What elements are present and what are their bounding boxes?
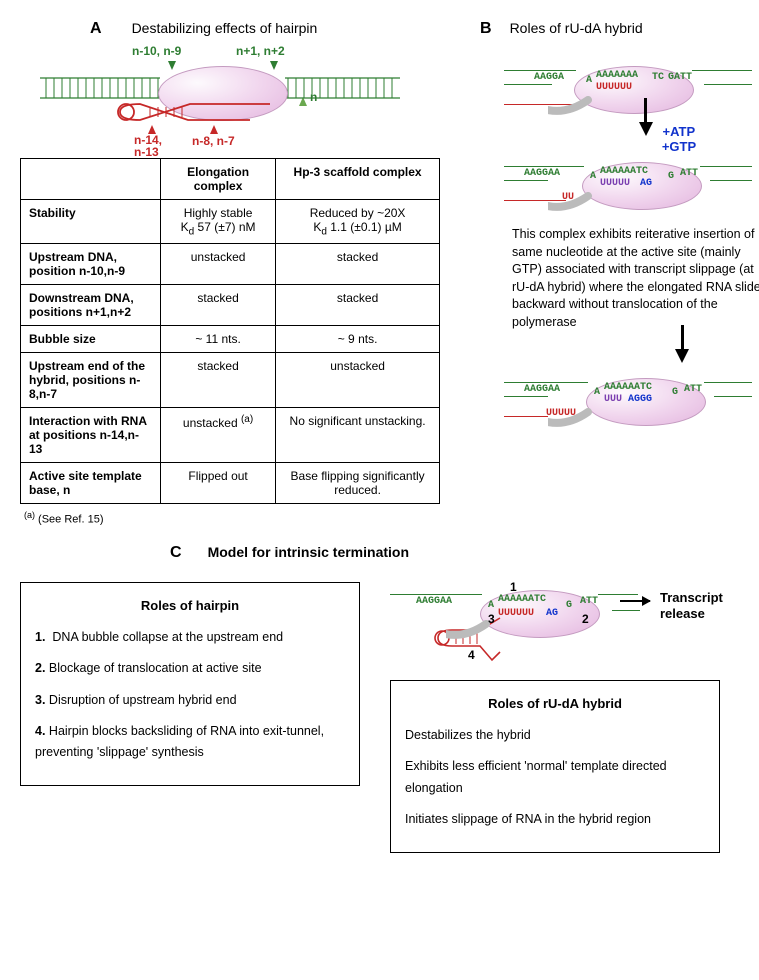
table-row: Downstream DNA, positions n+1,n+2stacked… bbox=[21, 285, 440, 326]
list-item: 4. Hairpin blocks backsliding of RNA int… bbox=[35, 721, 345, 764]
panel-c-right: AAGGAA A AAAAAATC G ATT UUUUUU AG 1 bbox=[390, 582, 730, 853]
arrow-upright-icon bbox=[270, 58, 278, 73]
panel-a-diagram: n-10, n-9 n+1, n+2 n bbox=[40, 44, 400, 154]
atp-label: +ATP bbox=[662, 124, 695, 139]
mini-diagram-1: AAGGA A AAAAAAA TC GATT UUUUUU bbox=[504, 58, 754, 118]
list-item: 1. DNA bubble collapse at the upstream e… bbox=[35, 627, 345, 648]
c-num-4: 4 bbox=[468, 648, 475, 662]
table-row: Upstream end of the hybrid, positions n-… bbox=[21, 353, 440, 408]
panel-c-header: C Model for intrinsic termination bbox=[170, 544, 739, 562]
list-item: 2. Blockage of translocation at active s… bbox=[35, 658, 345, 679]
panel-b-letter: B bbox=[480, 20, 492, 38]
release-arrow-icon bbox=[620, 600, 650, 602]
down-arrow-icon-2 bbox=[675, 349, 689, 363]
label-lowright: n-8, n-7 bbox=[192, 134, 235, 148]
panel-c-diagram: AAGGAA A AAAAAATC G ATT UUUUUU AG 1 bbox=[390, 582, 730, 672]
label-lowleft: n-14, n-13 bbox=[134, 134, 162, 158]
panel-a-letter: A bbox=[90, 20, 102, 38]
panel-c-title: Model for intrinsic termination bbox=[208, 544, 409, 560]
exit-channel-c bbox=[446, 618, 506, 640]
list-item: Destabilizes the hybrid bbox=[405, 725, 705, 746]
table-row: Upstream DNA, position n-10,n-9unstacked… bbox=[21, 244, 440, 285]
label-upright: n+1, n+2 bbox=[236, 44, 285, 58]
table-footnote: (a) (See Ref. 15) bbox=[24, 510, 739, 526]
c-num-2: 2 bbox=[582, 612, 589, 626]
gtp-label: +GTP bbox=[662, 139, 696, 154]
panel-c-body: Roles of hairpin 1. DNA bubble collapse … bbox=[20, 582, 739, 853]
mini-diagram-3: AAGGAA A AAAAAATC G ATT UUUUU UUU AGGG bbox=[504, 372, 754, 432]
c-num-3: 3 bbox=[488, 612, 495, 626]
exit-channel-1 bbox=[548, 94, 608, 116]
transcript-release-label: Transcript release bbox=[660, 590, 723, 621]
list-item: Exhibits less efficient 'normal' templat… bbox=[405, 756, 705, 799]
table-row: Interaction with RNA at positions n-14,n… bbox=[21, 408, 440, 463]
panel-c-letter: C bbox=[170, 544, 182, 562]
table-row: Stability Highly stableKd 57 (±7) nM Red… bbox=[21, 200, 440, 244]
list-item: Initiates slippage of RNA in the hybrid … bbox=[405, 809, 705, 830]
roles-hairpin-title: Roles of hairpin bbox=[35, 595, 345, 617]
table-row: Bubble size~ 11 nts.~ 9 nts. bbox=[21, 326, 440, 353]
roles-hybrid-title: Roles of rU-dA hybrid bbox=[405, 693, 705, 715]
arrow-upleft-icon bbox=[168, 58, 176, 73]
c-num-1: 1 bbox=[510, 580, 517, 594]
panel-b: B Roles of rU-dA hybrid AAGGA A AAAAAAA … bbox=[480, 20, 759, 436]
exit-channel-2 bbox=[548, 190, 608, 212]
label-upleft: n-10, n-9 bbox=[132, 44, 181, 58]
hairpin-svg bbox=[80, 96, 280, 146]
roles-hybrid-box: Roles of rU-dA hybrid Destabilizes the h… bbox=[390, 680, 720, 853]
panel-a-title: Destabilizing effects of hairpin bbox=[132, 20, 318, 36]
mini-diagram-2: AAGGAA A AAAAAATC G ATT UU UUUUU AG bbox=[504, 156, 754, 216]
panel-b-diagrams: AAGGA A AAAAAAA TC GATT UUUUUU +ATP +GTP bbox=[504, 58, 759, 432]
roles-hairpin-box: Roles of hairpin 1. DNA bubble collapse … bbox=[20, 582, 360, 786]
figure: A Destabilizing effects of hairpin n-10,… bbox=[20, 20, 739, 853]
panel-b-description: This complex exhibits reiterative insert… bbox=[512, 226, 759, 331]
comparison-table: Elongation complex Hp-3 scaffold complex… bbox=[20, 158, 440, 504]
list-item: 3. Disruption of upstream hybrid end bbox=[35, 690, 345, 711]
down-arrow-icon bbox=[639, 122, 653, 136]
table-row: Active site template base, nFlipped outB… bbox=[21, 463, 440, 504]
panel-b-title: Roles of rU-dA hybrid bbox=[510, 20, 643, 36]
